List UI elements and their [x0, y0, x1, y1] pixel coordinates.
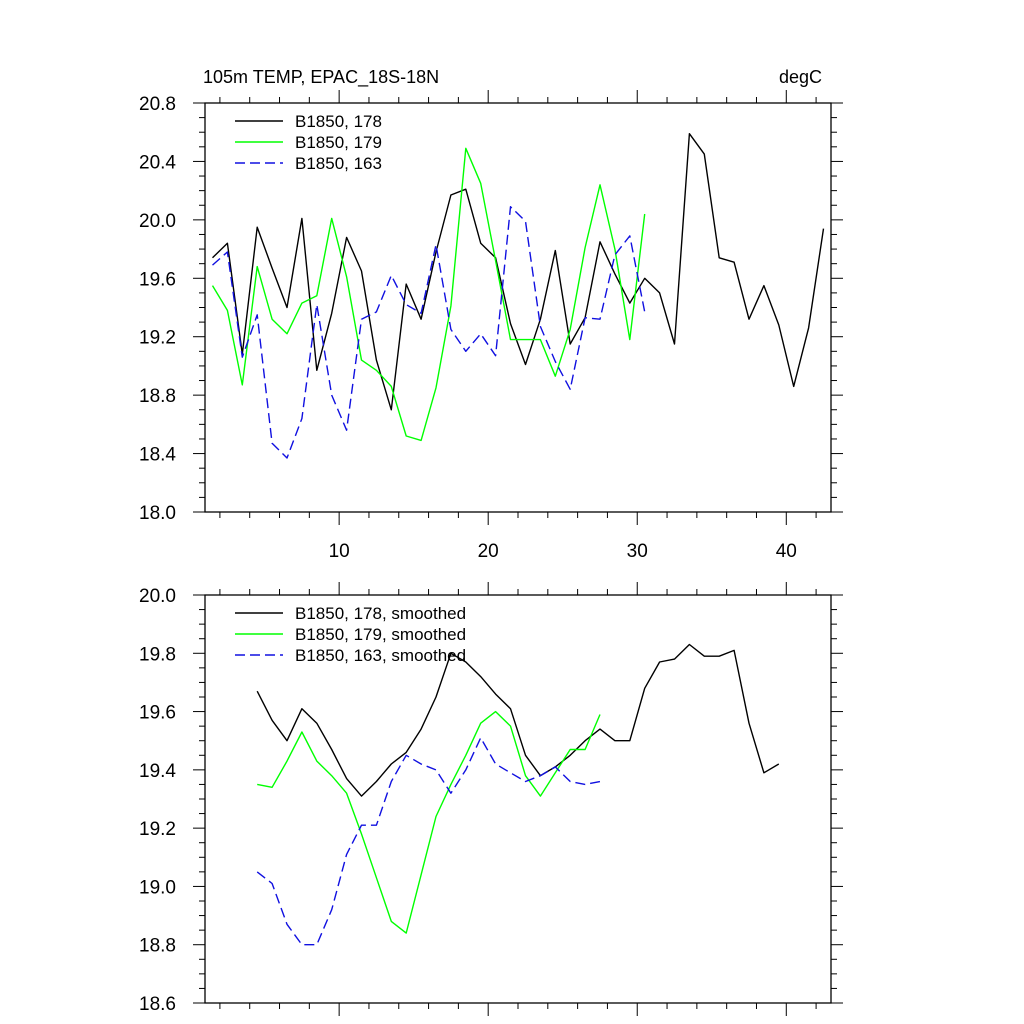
legend-label: B1850, 163, smoothed: [295, 646, 466, 665]
series-line-3: [256, 737, 601, 946]
x-tick-label: 30: [627, 541, 648, 562]
x-tick-label: 40: [776, 541, 797, 562]
panel-units: degC: [779, 67, 822, 87]
series-line-2: [211, 147, 646, 442]
x-tick-label: 10: [329, 541, 350, 562]
y-tick-label: 18.4: [139, 445, 176, 466]
y-tick-label: 19.6: [139, 703, 176, 724]
panel-bottom: 18.6 18.8 19.0 19.2 19.4 19.6 19.8 20.0 B1850, 1…: [139, 582, 843, 1016]
y-tick-label: 19.6: [139, 269, 176, 290]
legend-label: B1850, 178, smoothed: [295, 604, 466, 623]
y-tick-label: 20.0: [139, 586, 176, 607]
y-tick-label: 19.0: [139, 877, 176, 898]
legend-label: B1850, 179, smoothed: [295, 625, 466, 644]
panel-top: 105m TEMP, EPAC_18S-18N degC 10 20 30 40 18.…: [139, 67, 843, 562]
legend-label: B1850, 163: [295, 154, 382, 173]
y-tick-label: 20.8: [139, 94, 176, 115]
legend-label: B1850, 179: [295, 133, 382, 152]
series-line-2: [257, 710, 601, 934]
series-line-1: [256, 643, 780, 797]
y-tick-label: 19.2: [139, 819, 176, 840]
x-tick-label: 20: [478, 541, 499, 562]
y-tick-label: 18.6: [139, 994, 176, 1015]
series-line-1: [212, 132, 825, 411]
y-tick-label: 19.8: [139, 644, 176, 665]
y-tick-label: 19.4: [139, 761, 176, 782]
legend-label: B1850, 178: [295, 112, 382, 131]
y-tick-label: 20.0: [139, 211, 176, 232]
y-tick-label: 18.8: [139, 936, 176, 957]
panel-title: 105m TEMP, EPAC_18S-18N: [203, 67, 439, 88]
series-line-3: [212, 205, 646, 459]
y-tick-label: 18.8: [139, 386, 176, 407]
y-tick-label: 20.4: [139, 152, 176, 173]
y-tick-label: 18.0: [139, 503, 176, 524]
y-tick-label: 19.2: [139, 328, 176, 349]
